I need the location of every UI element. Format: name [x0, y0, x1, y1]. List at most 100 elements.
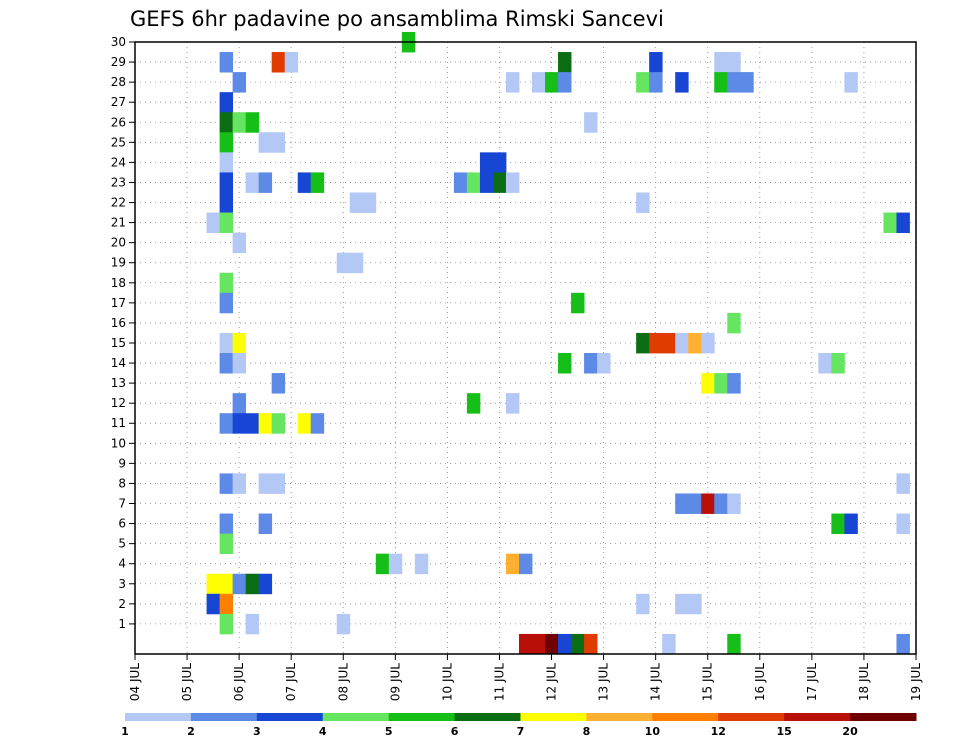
x-tick-label: 08 JUL	[336, 663, 350, 701]
x-tick-label: 16 JUL	[753, 663, 767, 701]
data-cell	[232, 573, 247, 595]
data-cell	[727, 52, 741, 73]
y-tick-label: 6	[118, 517, 126, 531]
y-tick-label: 12	[111, 396, 126, 410]
y-tick-label: 22	[111, 196, 126, 210]
colorbar-swatch	[322, 713, 390, 721]
data-cell	[675, 72, 689, 93]
data-cell	[675, 493, 689, 514]
data-cell	[271, 373, 286, 394]
data-cell	[336, 613, 351, 635]
data-cell	[232, 332, 247, 354]
data-cell	[675, 332, 689, 354]
data-cell	[284, 52, 299, 73]
data-cell	[349, 192, 364, 213]
data-cell	[232, 72, 247, 93]
data-cell	[558, 633, 572, 655]
data-cell	[362, 192, 377, 213]
x-tick-label: 10 JUL	[440, 663, 454, 701]
data-cell	[245, 613, 260, 635]
data-cell	[636, 593, 650, 615]
y-tick-label: 17	[111, 296, 126, 310]
data-cell	[388, 553, 403, 575]
data-cell	[714, 493, 728, 514]
data-cell	[479, 152, 494, 173]
data-cell	[505, 72, 520, 93]
data-cell	[518, 633, 533, 655]
x-tick-label: 11 JUL	[492, 663, 506, 701]
data-cell	[375, 553, 390, 575]
data-cell	[571, 292, 585, 314]
y-tick-label: 15	[111, 336, 126, 350]
data-cell	[297, 172, 312, 193]
y-tick-label: 25	[111, 135, 126, 149]
data-cell	[219, 473, 234, 494]
colorbar-label: 2	[187, 725, 195, 738]
x-axis-ticks: 04 JUL 05 JUL 06 JUL 07 JUL 08 JUL 09 JUL 10 J…	[128, 654, 923, 701]
colorbar: 1 2 3 4 5 6 7 8 10 12 15 20	[121, 713, 917, 738]
data-cell	[466, 393, 481, 414]
data-cell	[349, 252, 364, 274]
data-cell	[701, 493, 715, 514]
data-cell	[219, 513, 234, 535]
colorbar-swatch	[388, 713, 456, 721]
data-cell	[505, 393, 520, 414]
data-cell	[662, 332, 676, 354]
data-cell	[219, 132, 234, 153]
colorbar-swatch	[520, 713, 587, 721]
x-tick-label: 04 JUL	[128, 663, 142, 701]
data-cell	[271, 132, 286, 153]
data-cell	[219, 172, 234, 193]
y-tick-label: 16	[111, 316, 126, 330]
y-tick-label: 18	[111, 276, 126, 290]
data-cell	[714, 72, 728, 93]
y-tick-label: 3	[118, 577, 126, 591]
data-cell	[232, 112, 247, 133]
data-cell	[219, 573, 234, 595]
data-cell	[219, 332, 234, 354]
data-cell	[258, 413, 273, 434]
data-cell	[297, 413, 312, 434]
y-tick-label: 21	[111, 216, 126, 230]
data-cell	[206, 573, 221, 595]
data-cell	[896, 633, 910, 655]
data-cell	[649, 72, 663, 93]
data-cell	[701, 332, 715, 354]
y-tick-label: 26	[111, 115, 126, 129]
y-tick-label: 24	[111, 155, 126, 169]
y-axis-ticks: 1234567891011121314151617181920212223242…	[111, 35, 135, 631]
data-cell	[831, 513, 845, 535]
data-cell	[545, 72, 559, 93]
y-tick-label: 4	[118, 557, 126, 571]
data-cell	[206, 212, 221, 234]
data-cell	[219, 533, 234, 555]
data-cell	[492, 152, 507, 173]
y-tick-label: 2	[118, 597, 126, 611]
y-tick-label: 9	[118, 456, 126, 470]
data-cell	[336, 252, 351, 274]
y-tick-label: 19	[111, 256, 126, 270]
data-cell	[727, 493, 741, 514]
data-cell	[492, 172, 507, 193]
x-tick-label: 15 JUL	[701, 663, 715, 701]
data-cell	[206, 593, 221, 615]
x-tick-label: 17 JUL	[805, 663, 819, 701]
x-tick-label: 05 JUL	[180, 663, 194, 701]
data-cell	[636, 332, 650, 354]
data-cell	[727, 373, 741, 394]
colorbar-label: 4	[319, 725, 327, 738]
x-tick-label: 18 JUL	[857, 663, 871, 701]
data-cell	[219, 272, 234, 294]
colorbar-swatch	[586, 713, 653, 721]
x-tick-label: 19 JUL	[909, 663, 923, 701]
data-cell	[466, 172, 481, 193]
x-tick-label: 14 JUL	[649, 663, 663, 701]
data-cell	[571, 633, 585, 655]
data-cell	[258, 172, 273, 193]
data-cell	[740, 72, 754, 93]
data-cell	[245, 112, 260, 133]
data-cell	[219, 593, 234, 615]
data-cell	[518, 553, 533, 575]
data-cell	[232, 473, 247, 494]
x-tick-label: 07 JUL	[284, 663, 298, 701]
